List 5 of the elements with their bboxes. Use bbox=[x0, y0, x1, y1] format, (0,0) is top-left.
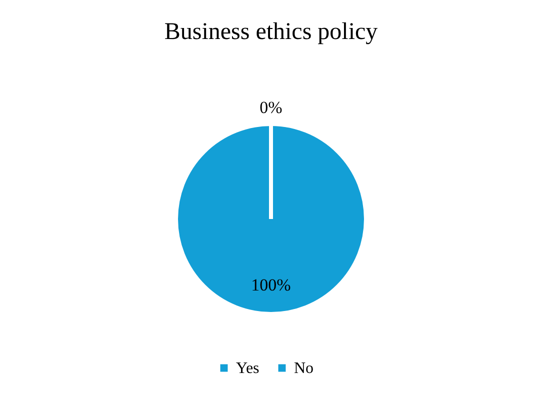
legend-label: Yes bbox=[236, 360, 260, 377]
data-label: 100% bbox=[251, 276, 291, 294]
legend-label: No bbox=[294, 360, 314, 377]
chart-title: Business ethics policy bbox=[164, 19, 378, 45]
text: 0% bbox=[260, 98, 282, 117]
